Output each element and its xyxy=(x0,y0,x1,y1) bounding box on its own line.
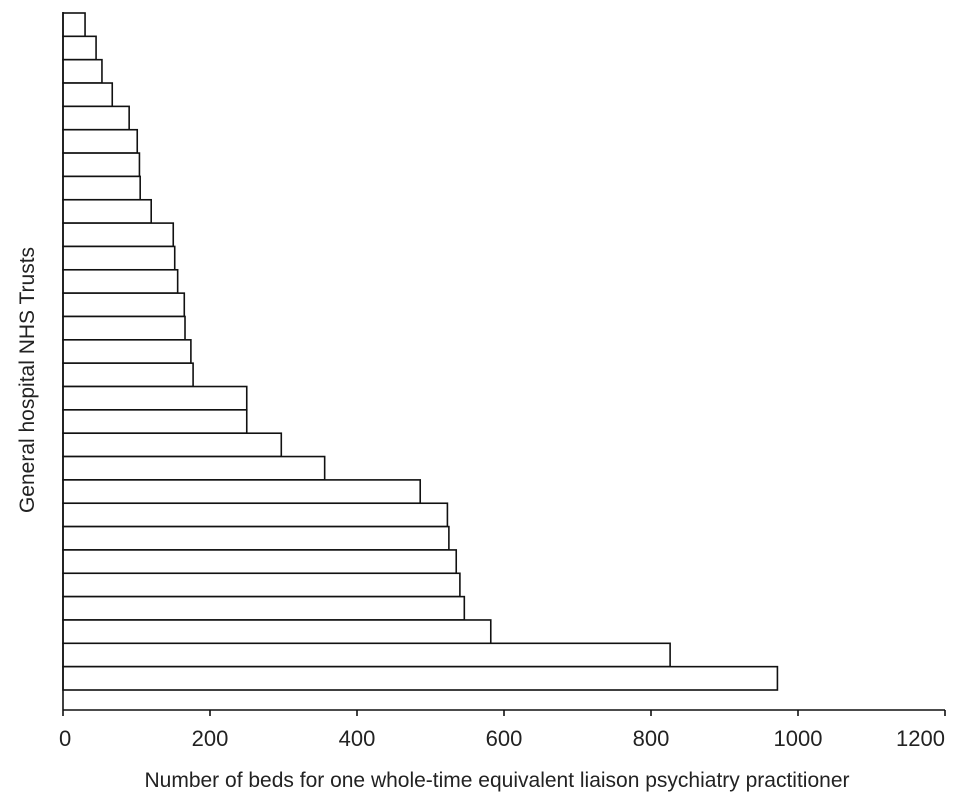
bar-24 xyxy=(62,549,458,575)
bar-5 xyxy=(62,105,130,131)
bar-8 xyxy=(62,175,141,201)
x-tick-label: 1200 xyxy=(896,726,945,751)
y-axis-title: General hospital NHS Trusts xyxy=(16,247,39,513)
x-axis-ticks: 0 200 400 600 800 1000 1200 xyxy=(59,710,946,751)
bar-4 xyxy=(62,82,114,108)
x-tick-label: 200 xyxy=(192,726,229,751)
bar-21 xyxy=(62,479,422,505)
bar-12 xyxy=(62,268,179,294)
bar-13 xyxy=(62,292,186,318)
bars-group xyxy=(62,12,779,691)
bar-6 xyxy=(62,128,139,154)
bar-7 xyxy=(62,152,141,178)
bar-9 xyxy=(62,198,152,224)
bar-27 xyxy=(62,619,492,645)
x-tick-label: 800 xyxy=(633,726,670,751)
bar-10 xyxy=(62,222,175,248)
x-tick-label: 0 xyxy=(59,726,71,751)
x-tick-label: 400 xyxy=(339,726,376,751)
bar-18 xyxy=(62,409,248,434)
bar-16 xyxy=(62,362,194,388)
bar-17 xyxy=(62,385,248,411)
bar-15 xyxy=(62,339,192,364)
bar-28 xyxy=(62,642,671,668)
bar-3 xyxy=(62,58,103,84)
bar-2 xyxy=(62,35,97,61)
bar-25 xyxy=(62,572,461,598)
bar-29 xyxy=(62,665,779,691)
bar-1 xyxy=(62,12,86,38)
bar-26 xyxy=(62,595,466,621)
bar-14 xyxy=(62,315,186,341)
bar-11 xyxy=(62,245,176,271)
x-tick-label: 600 xyxy=(486,726,523,751)
bar-20 xyxy=(62,455,326,481)
x-axis-title: Number of beds for one whole-time equiva… xyxy=(144,769,849,792)
bar-23 xyxy=(62,525,450,551)
bar-19 xyxy=(62,432,283,458)
x-tick-label: 1000 xyxy=(774,726,823,751)
bar-22 xyxy=(62,502,449,528)
